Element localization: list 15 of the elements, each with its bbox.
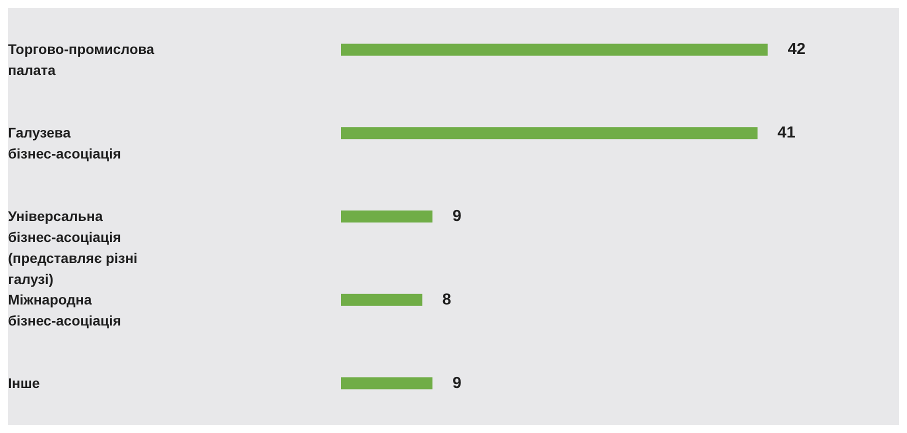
y-tick-label: Універсальна бізнес-асоціація (представляє різні галузі) [8, 208, 142, 287]
data-label: 8 [442, 291, 452, 308]
bar [341, 210, 432, 222]
data-label: 41 [778, 124, 796, 142]
data-label: 42 [788, 41, 806, 58]
bar [341, 127, 758, 140]
y-tick-label: Інше [8, 374, 40, 391]
bar [341, 44, 768, 56]
y-tick-label: Галузева бізнес-асоціація [8, 124, 122, 162]
bar [341, 377, 432, 390]
bar [341, 294, 422, 306]
y-tick-label: Міжнародна бізнес-асоціація [8, 291, 122, 328]
data-label: 9 [452, 208, 462, 225]
y-tick-label: Торгово-промислова палата [8, 41, 158, 78]
data-label: 9 [452, 374, 462, 392]
